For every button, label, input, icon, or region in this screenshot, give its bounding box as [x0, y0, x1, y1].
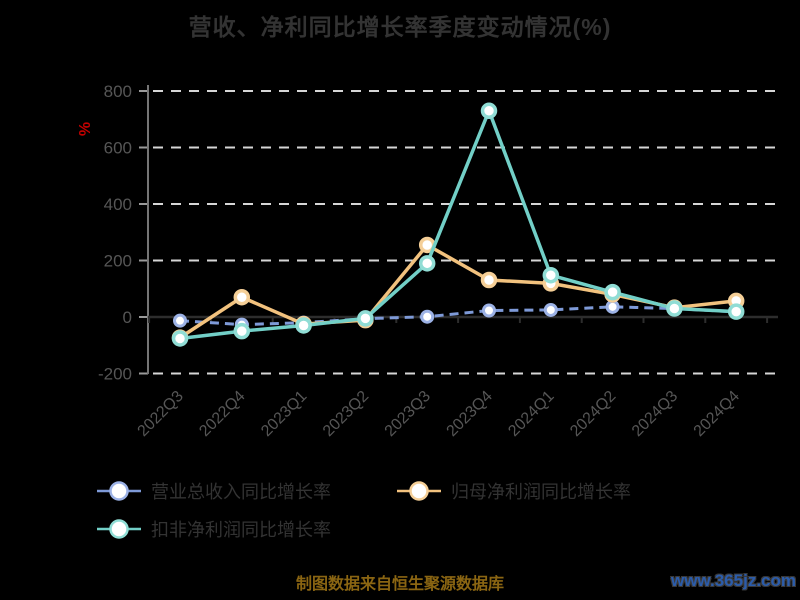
legend-label-deducted-profit-growth: 扣非净利润同比增长率 — [151, 520, 331, 540]
deducted-profit-growth-point-2024Q4[interactable] — [727, 303, 745, 320]
revenue-growth-point-2023Q3[interactable] — [420, 309, 435, 324]
x-axis-label-2023Q4: 2023Q4 — [444, 388, 496, 440]
legend-marker-revenue-icon — [97, 481, 141, 501]
legend-row-1: 营业总收入同比增长率 归母净利润同比增长率 — [97, 480, 757, 502]
deducted-profit-growth-point-2024Q1[interactable] — [542, 266, 560, 284]
revenue-growth-point-2024Q2[interactable] — [605, 299, 620, 314]
y-axis-label: 600 — [104, 139, 132, 158]
chart-title: 营收、净利同比增长率季度变动情况(%) — [188, 14, 612, 40]
x-axis-label-2022Q3: 2022Q3 — [135, 388, 187, 440]
deducted-profit-growth-point-2022Q3[interactable] — [171, 330, 189, 347]
revenue-growth-point-2023Q4[interactable] — [482, 303, 496, 318]
y-axis-unit-label: % — [77, 121, 94, 137]
site-watermark[interactable]: www.365jz.com — [670, 571, 796, 590]
legend-item-net-profit-growth[interactable]: 归母净利润同比增长率 — [397, 478, 631, 504]
data-source-note: 制图数据来自恒生聚源数据库 — [295, 576, 504, 593]
legend-label-revenue-growth: 营业总收入同比增长率 — [151, 482, 331, 502]
deducted-profit-growth-point-2023Q2[interactable] — [357, 310, 374, 327]
deducted-profit-growth-point-2022Q4[interactable] — [233, 322, 251, 340]
legend-marker-net-profit-icon — [397, 481, 441, 501]
net-profit-growth-point-2023Q4[interactable] — [480, 271, 498, 289]
y-axis-label: 200 — [104, 252, 132, 271]
deducted-profit-growth-line — [179, 109, 737, 341]
x-axis-label-2024Q4: 2024Q4 — [691, 388, 743, 440]
legend-item-deducted-profit-growth[interactable]: 扣非净利润同比增长率 — [97, 516, 331, 542]
y-axis-label: 400 — [104, 195, 132, 214]
chart-legend: 营业总收入同比增长率 归母净利润同比增长率 扣非净利润同比增长率 — [97, 480, 757, 556]
y-axis-label: 0 — [123, 308, 132, 327]
net-profit-growth-point-2022Q4[interactable] — [233, 288, 251, 306]
x-axis-label-2023Q3: 2023Q3 — [382, 388, 434, 440]
y-axis-label: -200 — [98, 365, 132, 384]
x-axis-label-2024Q1: 2024Q1 — [505, 388, 557, 440]
x-axis-label-2023Q2: 2023Q2 — [320, 388, 372, 440]
revenue-growth-point-2024Q1[interactable] — [543, 302, 558, 317]
deducted-profit-growth-point-2024Q3[interactable] — [666, 300, 683, 317]
deducted-profit-growth-point-2023Q1[interactable] — [295, 317, 312, 334]
legend-marker-deducted-profit-icon — [97, 519, 141, 539]
legend-row-2: 扣非净利润同比增长率 — [97, 518, 757, 540]
legend-item-revenue-growth[interactable]: 营业总收入同比增长率 — [97, 478, 331, 504]
x-axis-label-2022Q4: 2022Q4 — [196, 388, 248, 440]
revenue-growth-point-2022Q3[interactable] — [173, 313, 187, 328]
legend-label-net-profit-growth: 归母净利润同比增长率 — [451, 482, 631, 502]
revenue-growth-line — [179, 305, 737, 327]
x-axis-label-2024Q2: 2024Q2 — [567, 388, 619, 440]
x-axis-label-2024Q3: 2024Q3 — [629, 388, 681, 440]
x-axis-label-2023Q1: 2023Q1 — [258, 388, 310, 440]
y-axis-label: 800 — [104, 82, 132, 101]
deducted-profit-growth-point-2023Q4[interactable] — [480, 102, 498, 120]
deducted-profit-growth-point-2023Q3[interactable] — [418, 255, 436, 272]
deducted-profit-growth-point-2024Q2[interactable] — [604, 283, 621, 301]
